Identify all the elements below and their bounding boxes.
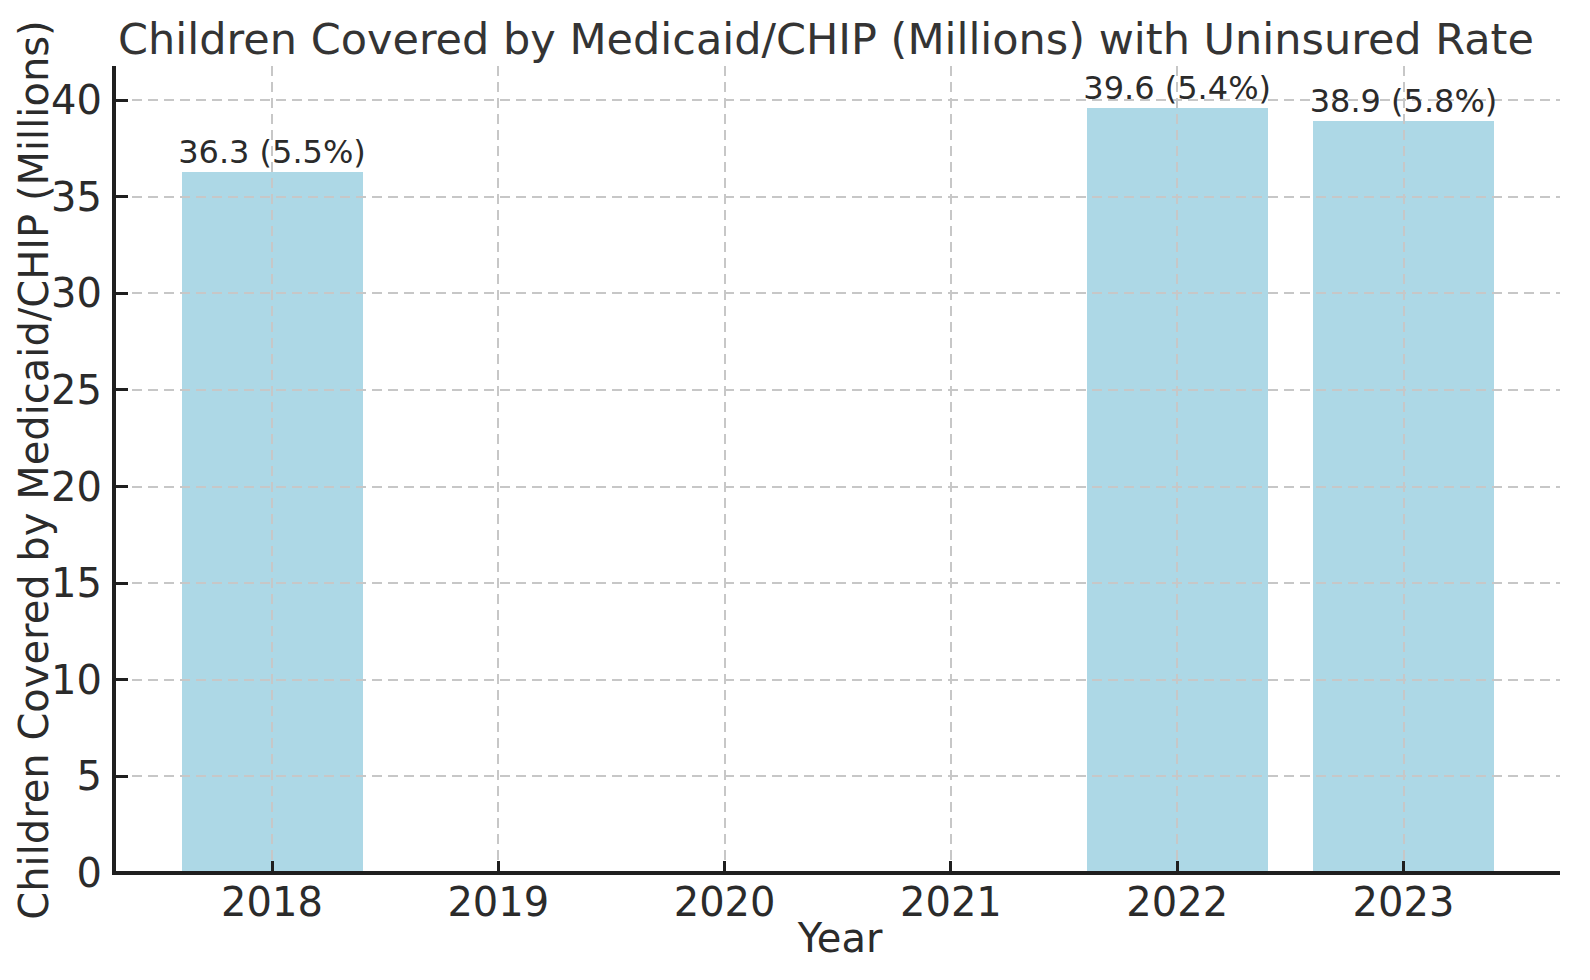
x-tick-mark bbox=[271, 861, 274, 873]
x-tick-label: 2023 bbox=[1291, 880, 1517, 924]
chart-title: Children Covered by Medicaid/CHIP (Milli… bbox=[118, 14, 1534, 64]
y-tick-mark bbox=[116, 872, 128, 875]
y-axis-label: Children Covered by Medicaid/CHIP (Milli… bbox=[11, 20, 57, 919]
y-tick-mark bbox=[116, 195, 128, 198]
y-tick-mark bbox=[116, 292, 128, 295]
x-tick-label: 2018 bbox=[159, 880, 385, 924]
v-gridline-2022 bbox=[1176, 66, 1178, 873]
h-gridline-15 bbox=[116, 582, 1560, 584]
h-gridline-25 bbox=[116, 389, 1560, 391]
h-gridline-30 bbox=[116, 292, 1560, 294]
h-gridline-10 bbox=[116, 679, 1560, 681]
y-tick-mark bbox=[116, 388, 128, 391]
v-gridline-2020 bbox=[724, 66, 726, 873]
x-tick-mark bbox=[949, 861, 952, 873]
x-axis-spine bbox=[112, 871, 1560, 875]
v-gridline-2021 bbox=[950, 66, 952, 873]
v-gridline-2019 bbox=[497, 66, 499, 873]
y-tick-mark bbox=[116, 678, 128, 681]
v-gridline-2023 bbox=[1403, 66, 1405, 873]
x-tick-label: 2019 bbox=[385, 880, 611, 924]
x-tick-mark bbox=[723, 861, 726, 873]
bar-value-label-2018: 36.3 (5.5%) bbox=[122, 132, 422, 172]
h-gridline-35 bbox=[116, 196, 1560, 198]
y-tick-mark bbox=[116, 485, 128, 488]
h-gridline-20 bbox=[116, 486, 1560, 488]
h-gridline-5 bbox=[116, 775, 1560, 777]
x-tick-mark bbox=[1176, 861, 1179, 873]
x-tick-mark bbox=[497, 861, 500, 873]
v-gridline-2018 bbox=[271, 66, 273, 873]
y-tick-mark bbox=[116, 99, 128, 102]
y-tick-mark bbox=[116, 775, 128, 778]
x-tick-label: 2022 bbox=[1064, 880, 1290, 924]
x-tick-mark bbox=[1402, 861, 1405, 873]
bar-chart-figure: Children Covered by Medicaid/CHIP (Milli… bbox=[0, 0, 1590, 980]
x-axis-label: Year bbox=[798, 916, 883, 960]
y-tick-mark bbox=[116, 582, 128, 585]
y-axis-spine bbox=[112, 66, 116, 875]
bar-value-label-2023: 38.9 (5.8%) bbox=[1254, 81, 1554, 121]
